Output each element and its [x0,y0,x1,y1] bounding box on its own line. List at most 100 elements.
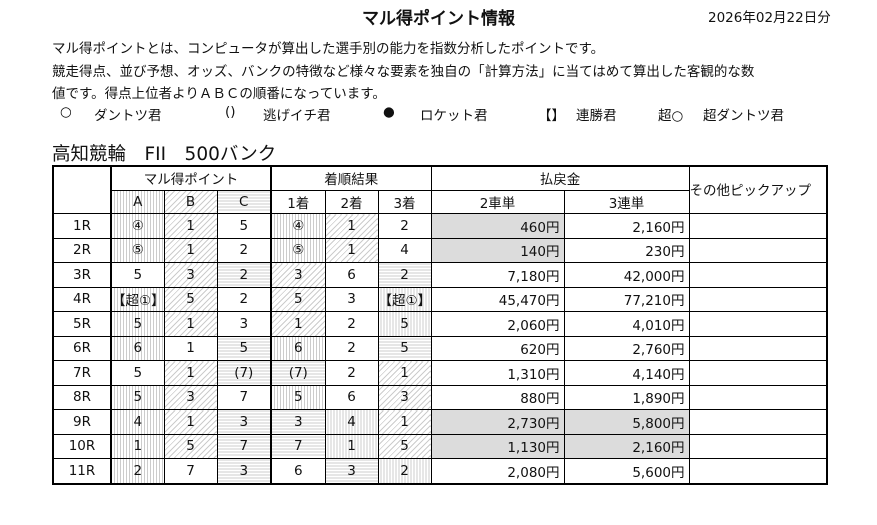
table-row: 10R 1 5 7 7 1 5 1,130円 2,160円 [52,433,828,459]
point-b: 1 [163,237,218,263]
other-pickup [688,409,828,435]
point-c: 2 [216,286,272,312]
point-a: 1 [110,433,165,459]
other-pickup [688,458,828,484]
point-b: 7 [163,458,218,484]
col-a: A [110,189,165,214]
trifecta-payout: 4,140円 [563,360,690,386]
exacta-payout: 7,180円 [430,262,565,288]
result-first: 3 [270,262,326,288]
result-first: ⑤ [270,237,326,263]
result-second: 4 [324,409,379,435]
legend-symbol: () [225,104,236,120]
result-second: 1 [324,433,379,459]
legend-label: 超ダントツ君 [703,108,784,124]
trifecta-payout: 5,800円 [563,409,690,435]
col-c: C [216,189,272,214]
other-pickup [688,286,828,312]
point-b: 3 [163,262,218,288]
result-third: 【超①】 [377,286,432,312]
description-line: 競走得点、並び予想、オッズ、バンクの特徴など様々な要素を独自の「計算方法」に当て… [52,63,755,80]
legend-label: 連勝君 [576,108,617,124]
legend-symbol: ○ [60,104,72,120]
race-header [52,165,112,214]
other-pickup [688,311,828,337]
other-pickup [688,335,828,361]
result-first: ④ [270,213,326,239]
other-pickup [688,384,828,410]
result-first: 5 [270,286,326,312]
table-row: 5R 5 1 3 1 2 5 2,060円 4,010円 [52,311,828,337]
trifecta-payout: 4,010円 [563,311,690,337]
col-trifecta: 3連単 [563,189,690,214]
col-first: 1着 [270,189,326,214]
other-pickup [688,213,828,239]
point-a: 5 [110,384,165,410]
trifecta-payout: 5,600円 [563,458,690,484]
point-a: 6 [110,335,165,361]
exacta-payout: 140円 [430,237,565,263]
result-second: 2 [324,311,379,337]
table-row: 6R 6 1 5 6 2 5 620円 2,760円 [52,335,828,361]
results-table: マル得ポイント 着順結果 払戻金 その他ピックアップ A B C 1着 2着 3… [52,165,828,485]
race-cell: 7R [52,360,112,386]
point-b: 5 [163,433,218,459]
result-second: 3 [324,286,379,312]
result-third: 2 [377,213,432,239]
result-third: 4 [377,237,432,263]
exacta-payout: 1,130円 [430,433,565,459]
result-first: 6 [270,458,326,484]
point-c: 2 [216,237,272,263]
date-label: 2026年02月22日分 [708,10,831,26]
points-header: マル得ポイント [110,165,272,191]
race-cell: 3R [52,262,112,288]
page-title: マル得ポイント情報 [362,9,515,29]
result-third: 3 [377,384,432,410]
point-b: 1 [163,311,218,337]
point-c: 5 [216,335,272,361]
legend-symbol: 超○ [658,108,684,124]
exacta-payout: 1,310円 [430,360,565,386]
race-cell: 8R [52,384,112,410]
point-b: 3 [163,384,218,410]
trifecta-payout: 230円 [563,237,690,263]
result-first: 5 [270,384,326,410]
point-c: (7) [216,360,272,386]
result-third: 5 [377,311,432,337]
exacta-payout: 45,470円 [430,286,565,312]
point-a: 2 [110,458,165,484]
results-header: 着順結果 [270,165,432,191]
result-first: 7 [270,433,326,459]
point-b: 1 [163,335,218,361]
race-cell: 11R [52,458,112,484]
table-row: 7R 5 1 (7) (7) 2 1 1,310円 4,140円 [52,360,828,386]
legend-symbol: 【】 [538,108,565,124]
other-pickup [688,237,828,263]
result-second: 3 [324,458,379,484]
point-a: 5 [110,262,165,288]
exacta-payout: 620円 [430,335,565,361]
race-cell: 2R [52,237,112,263]
result-third: 1 [377,360,432,386]
description: マル得ポイントとは、コンピュータが算出した選手別の能力を指数分析したポイントです… [52,38,852,106]
race-cell: 1R [52,213,112,239]
description-line: 値です。得点上位者よりＡＢＣの順番になっています。 [52,86,386,102]
description-line: マル得ポイントとは、コンピュータが算出した選手別の能力を指数分析したポイントです… [52,41,605,57]
race-cell: 10R [52,433,112,459]
col-exacta: 2車単 [430,189,565,214]
result-second: 6 [324,384,379,410]
legend-label: ロケット君 [420,108,488,124]
point-b: 1 [163,213,218,239]
point-a: ④ [110,213,165,239]
other-header: その他ピックアップ [688,165,828,214]
point-c: 3 [216,409,272,435]
table-row: 4R 【超①】 5 2 5 3 【超①】 45,470円 77,210円 [52,286,828,312]
result-second: 1 [324,237,379,263]
result-third: 2 [377,458,432,484]
col-second: 2着 [324,189,379,214]
result-first: 1 [270,311,326,337]
table-row: 11R 2 7 3 6 3 2 2,080円 5,600円 [52,458,828,484]
col-b: B [163,189,218,214]
race-cell: 9R [52,409,112,435]
exacta-payout: 2,080円 [430,458,565,484]
